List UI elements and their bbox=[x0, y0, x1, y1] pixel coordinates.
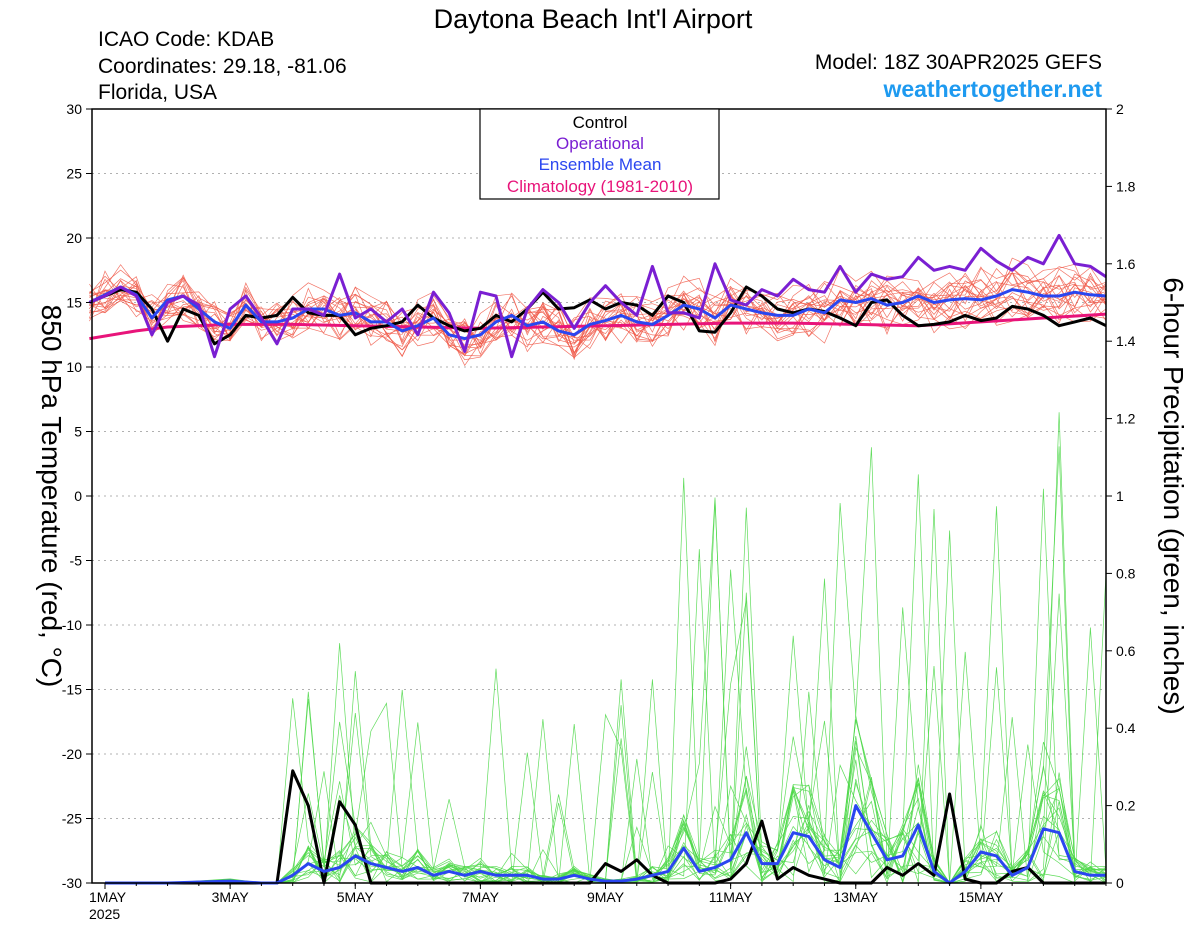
left-tick-label: -20 bbox=[62, 746, 82, 762]
legend-box bbox=[479, 108, 720, 200]
temperature-member-line bbox=[89, 283, 1107, 367]
right-axis-title: 6-hour Precipitation (green, inches) bbox=[1158, 277, 1189, 714]
left-tick-label: -10 bbox=[62, 617, 82, 633]
ensemble-mean-precip-line bbox=[105, 804, 1106, 885]
plot-frame bbox=[91, 108, 1107, 884]
right-tick-label: 1.8 bbox=[1116, 178, 1136, 194]
precip-member-line bbox=[105, 446, 1107, 884]
page-title: Daytona Beach Int'l Airport bbox=[433, 4, 753, 34]
right-tick-label: 0.2 bbox=[1116, 798, 1136, 814]
region: Florida, USA bbox=[98, 81, 218, 104]
x-tick-label: 15MAY bbox=[958, 889, 1004, 905]
right-tick-label: 0.6 bbox=[1116, 643, 1136, 659]
x-tick-label: 5MAY bbox=[337, 889, 375, 905]
x-tick-label: 11MAY bbox=[709, 889, 753, 905]
left-tick-label: 0 bbox=[74, 488, 82, 504]
precip-member-line bbox=[105, 549, 1107, 884]
temperature-member-line bbox=[89, 266, 1107, 344]
right-tick-label: 2 bbox=[1116, 101, 1124, 117]
ensemble-mean-temp-line bbox=[88, 285, 1107, 341]
legend-climatology: Climatology (1981-2010) bbox=[507, 177, 693, 196]
operational-temp-line bbox=[88, 233, 1107, 359]
right-tick-label: 1.2 bbox=[1116, 411, 1136, 427]
main-series bbox=[88, 233, 1107, 885]
legend-ensemble-mean: Ensemble Mean bbox=[539, 155, 662, 174]
right-tick-label: 0.4 bbox=[1116, 720, 1136, 736]
left-tick-label: -30 bbox=[62, 875, 82, 891]
right-tick-label: 1.4 bbox=[1116, 333, 1136, 349]
left-axis-ticks: 30 25 20 15 10 5 0 -5 -10 -15 -20 -25 -30 bbox=[62, 101, 92, 891]
left-tick-label: 5 bbox=[74, 424, 82, 440]
x-tick-label: 9MAY bbox=[587, 889, 625, 905]
legend-control: Control bbox=[573, 113, 628, 132]
precip-member-line bbox=[105, 651, 1107, 885]
icao-code: ICAO Code: KDAB bbox=[98, 28, 275, 51]
model-run: Model: 18Z 30APR2025 GEFS bbox=[814, 51, 1102, 74]
precip-member-line bbox=[105, 712, 1107, 884]
right-axis-ticks: 2 1.8 1.6 1.4 1.2 1 0.8 0.6 0.4 0.2 0 bbox=[1106, 101, 1136, 891]
left-tick-label: -15 bbox=[62, 682, 82, 698]
precip-member-line bbox=[105, 447, 1107, 884]
precip-member-line bbox=[105, 600, 1107, 884]
gridlines bbox=[92, 173, 1106, 819]
right-tick-label: 1 bbox=[1116, 488, 1124, 504]
left-tick-label: 10 bbox=[66, 359, 82, 375]
x-tick-label: 3MAY bbox=[212, 889, 250, 905]
x-tick-label: 1MAY bbox=[89, 889, 127, 905]
left-tick-label: -5 bbox=[70, 553, 83, 569]
right-tick-label: 0 bbox=[1116, 875, 1124, 891]
coordinates: Coordinates: 29.18, -81.06 bbox=[98, 55, 347, 78]
precip-member-line bbox=[105, 667, 1107, 884]
precip-member-line bbox=[105, 607, 1107, 884]
precip-member-line bbox=[105, 592, 1107, 884]
precip-ensemble-members bbox=[105, 412, 1107, 885]
x-tick-label: 7MAY bbox=[462, 889, 500, 905]
x-tick-year: 2025 bbox=[89, 906, 120, 922]
left-tick-label: 30 bbox=[66, 101, 82, 117]
right-tick-label: 0.8 bbox=[1116, 565, 1136, 581]
precip-member-line bbox=[105, 665, 1107, 884]
left-tick-label: 15 bbox=[66, 295, 82, 311]
precip-member-line bbox=[105, 412, 1107, 884]
left-axis-title: 850 hPa Temperature (red, °C) bbox=[36, 305, 67, 688]
left-tick-label: -25 bbox=[62, 811, 82, 827]
left-tick-label: 25 bbox=[66, 166, 82, 182]
right-tick-label: 1.6 bbox=[1116, 256, 1136, 272]
x-tick-label: 13MAY bbox=[833, 889, 879, 905]
left-tick-label: 20 bbox=[66, 230, 82, 246]
site-name: weathertogether.net bbox=[883, 76, 1102, 102]
legend: Control Operational Ensemble Mean Climat… bbox=[479, 108, 720, 200]
legend-operational: Operational bbox=[556, 134, 644, 153]
precip-member-line bbox=[105, 736, 1107, 884]
